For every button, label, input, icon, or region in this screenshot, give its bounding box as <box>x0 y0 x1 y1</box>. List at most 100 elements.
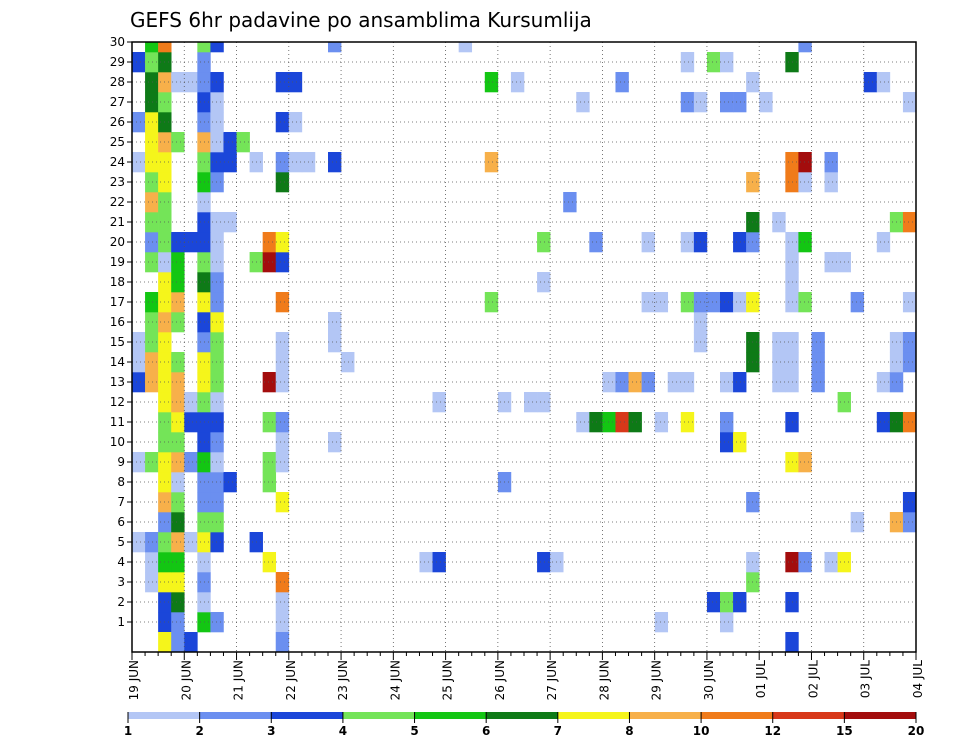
x-tick-label: 23 JUN <box>336 660 350 700</box>
heatmap-cell <box>171 512 185 533</box>
heatmap-cell <box>902 292 917 313</box>
heatmap-cell <box>132 452 146 473</box>
heatmap-cell <box>210 532 224 553</box>
heatmap-cell <box>328 432 342 453</box>
heatmap-cell <box>145 232 159 253</box>
heatmap-cell <box>262 252 277 273</box>
colorbar-swatch <box>414 712 487 719</box>
heatmap-cell <box>210 372 224 393</box>
heatmap-cell <box>145 572 159 593</box>
heatmap-cell <box>171 612 185 633</box>
heatmap-cell <box>171 372 185 393</box>
x-tick-label: 29 JUN <box>650 660 664 700</box>
heatmap-cell <box>824 252 838 273</box>
heatmap-cell <box>210 252 224 273</box>
y-tick-label: 26 <box>110 115 125 129</box>
heatmap-cell <box>171 132 185 153</box>
heatmap-cell <box>811 352 825 373</box>
colorbar-label: 20 <box>908 724 925 738</box>
heatmap-cell <box>876 372 891 393</box>
heatmap-cell <box>145 172 159 193</box>
heatmap-cell <box>720 292 734 313</box>
heatmap-cell <box>680 92 695 113</box>
heatmap-cell <box>275 172 290 193</box>
heatmap-cell <box>210 332 224 353</box>
y-tick-label: 13 <box>110 375 125 389</box>
heatmap-cell <box>210 412 224 433</box>
heatmap-cell <box>210 172 224 193</box>
y-tick-label: 14 <box>110 355 125 369</box>
y-tick-label: 18 <box>110 275 125 289</box>
heatmap-cell <box>537 552 551 573</box>
y-tick-label: 28 <box>110 75 125 89</box>
heatmap-cell <box>772 332 786 353</box>
heatmap-cell <box>210 112 224 133</box>
heatmap-cell <box>733 92 747 113</box>
x-tick-label: 19 JUN <box>127 660 141 700</box>
y-tick-label: 29 <box>110 55 125 69</box>
colorbar-label: 10 <box>693 724 710 738</box>
colorbar-label: 6 <box>482 724 490 738</box>
x-tick-label: 01 JUL <box>754 660 768 698</box>
x-tick-label: 20 JUN <box>179 660 193 700</box>
y-tick-label: 12 <box>110 395 125 409</box>
grid-lines <box>132 41 916 652</box>
heatmap-cell <box>158 632 172 653</box>
heatmap-cell <box>706 592 721 613</box>
y-tick-label: 24 <box>110 155 125 169</box>
heatmap-cell <box>706 52 721 73</box>
y-tick-label: 30 <box>110 35 125 49</box>
y-tick-label: 25 <box>110 135 125 149</box>
heatmap-cell <box>680 232 695 253</box>
heatmap-cell <box>210 152 224 173</box>
heatmap-cell <box>902 352 917 373</box>
colorbar-swatch <box>342 712 415 719</box>
heatmap-cell <box>720 412 734 433</box>
x-tick-label: 25 JUN <box>441 660 455 700</box>
heatmap-cell <box>145 352 159 373</box>
heatmap-cell <box>145 152 159 173</box>
colorbar-swatch <box>271 712 344 719</box>
heatmap-cell <box>798 42 812 53</box>
heatmap-cell <box>275 412 290 433</box>
heatmap-cell <box>680 292 695 313</box>
heatmap-cell <box>210 612 224 633</box>
heatmap-cell <box>275 592 290 613</box>
heatmap-cell <box>275 152 290 173</box>
heatmap-cell <box>720 372 734 393</box>
heatmap-cell <box>876 412 891 433</box>
heatmap-cell <box>876 72 891 93</box>
x-tick-label: 28 JUN <box>597 660 611 700</box>
colorbar-label: 12 <box>764 724 781 738</box>
heatmap-cell <box>171 532 185 553</box>
heatmap-cell <box>275 292 290 313</box>
heatmap-cell <box>223 152 237 173</box>
heatmap-cell <box>275 432 290 453</box>
y-tick-label: 7 <box>117 495 125 509</box>
x-tick-label: 03 JUL <box>859 660 873 698</box>
heatmap-cell <box>288 72 303 93</box>
heatmap-cell <box>210 312 224 333</box>
colorbar-label: 3 <box>267 724 275 738</box>
heatmap-cell <box>576 92 590 113</box>
colorbar-label: 1 <box>124 724 132 738</box>
heatmap-cell <box>210 72 224 93</box>
heatmap-cell <box>171 472 185 493</box>
heatmap-cell <box>824 152 838 173</box>
heatmap-cell <box>145 372 159 393</box>
heatmap-cell <box>667 372 682 393</box>
heatmap-cell <box>262 232 277 253</box>
heatmap-cell <box>902 92 917 113</box>
heatmap-cell <box>145 532 159 553</box>
heatmap-cell <box>798 172 812 193</box>
heatmap-cell <box>432 552 446 573</box>
heatmap-cell <box>184 452 198 473</box>
colorbar-label: 2 <box>195 724 203 738</box>
heatmap-cell <box>223 132 237 153</box>
y-tick-label: 11 <box>110 415 125 429</box>
heatmap-cell <box>733 432 747 453</box>
heatmap-cell <box>145 42 159 53</box>
y-tick-label: 10 <box>110 435 125 449</box>
heatmap-cell <box>850 292 865 313</box>
x-tick-label: 22 JUN <box>284 660 298 700</box>
